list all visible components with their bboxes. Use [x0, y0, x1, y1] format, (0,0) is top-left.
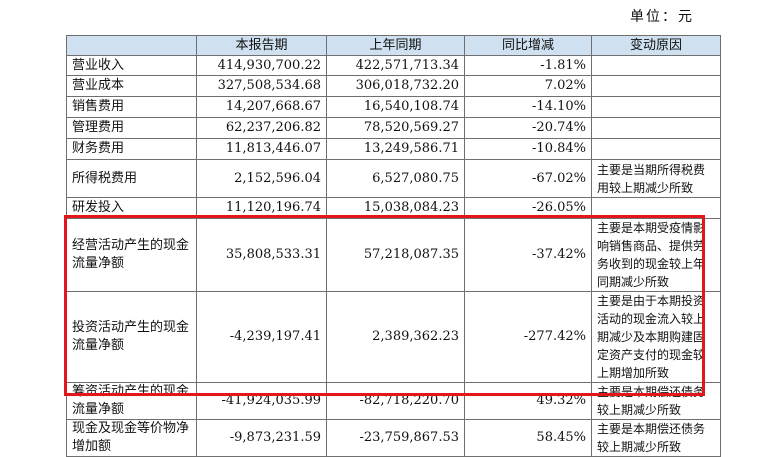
table-row: 财务费用 11,813,446.07 13,249,586.71 -10.84% — [66, 138, 721, 160]
row-change: -26.05% — [464, 197, 592, 219]
row-change: -277.42% — [464, 291, 592, 383]
row-change: -14.10% — [464, 96, 592, 118]
row-current: 11,813,446.07 — [196, 138, 327, 160]
row-item: 经营活动产生的现金流量净额 — [66, 218, 197, 292]
row-prior: 13,249,586.71 — [326, 138, 465, 160]
row-change: -37.42% — [464, 218, 592, 292]
row-change: -10.84% — [464, 138, 592, 160]
row-prior: -82,718,220.70 — [326, 382, 465, 420]
table-header-row: 本报告期 上年同期 同比增减 变动原因 — [66, 35, 721, 56]
row-current: 62,237,206.82 — [196, 117, 327, 139]
header-prior-period: 上年同期 — [326, 35, 465, 56]
row-current: 11,120,196.74 — [196, 197, 327, 219]
table-row: 营业收入 414,930,700.22 422,571,713.34 -1.81… — [66, 55, 721, 76]
unit-label: 单位：元 — [630, 9, 694, 25]
row-current: 2,152,596.04 — [196, 159, 327, 198]
header-current-period: 本报告期 — [196, 35, 327, 56]
table-row: 筹资活动产生的现金流量净额 -41,924,035.99 -82,718,220… — [66, 382, 721, 420]
row-current: 35,808,533.31 — [196, 218, 327, 292]
row-current: 414,930,700.22 — [196, 55, 327, 76]
row-item: 投资活动产生的现金流量净额 — [66, 291, 197, 383]
row-prior: 6,527,080.75 — [326, 159, 465, 198]
row-change: -1.81% — [464, 55, 592, 76]
row-current: 327,508,534.68 — [196, 75, 327, 97]
table-row: 现金及现金等价物净增加额 -9,873,231.59 -23,759,867.5… — [66, 419, 721, 457]
header-item — [66, 35, 197, 56]
row-reason — [591, 96, 721, 118]
row-reason — [591, 55, 721, 76]
table-row: 研发投入 11,120,196.74 15,038,084.23 -26.05% — [66, 197, 721, 219]
table-row: 营业成本 327,508,534.68 306,018,732.20 7.02% — [66, 75, 721, 97]
row-item: 财务费用 — [66, 138, 197, 160]
row-change: 7.02% — [464, 75, 592, 97]
row-prior: 78,520,569.27 — [326, 117, 465, 139]
row-reason: 主要是本期偿还债务较上期减少所致 — [591, 419, 721, 457]
row-item: 管理费用 — [66, 117, 197, 139]
table-row: 销售费用 14,207,668.67 16,540,108.74 -14.10% — [66, 96, 721, 118]
row-reason: 主要是由于本期投资活动的现金流入较上期减少及本期购建固定资产支付的现金较上期增加… — [591, 291, 721, 383]
row-item: 研发投入 — [66, 197, 197, 219]
table-row: 经营活动产生的现金流量净额 35,808,533.31 57,218,087.3… — [66, 218, 721, 292]
table-row: 投资活动产生的现金流量净额 -4,239,197.41 2,389,362.23… — [66, 291, 721, 383]
row-item: 筹资活动产生的现金流量净额 — [66, 382, 197, 420]
header-yoy-change: 同比增减 — [464, 35, 592, 56]
row-item: 所得税费用 — [66, 159, 197, 198]
row-change: -67.02% — [464, 159, 592, 198]
table-row: 所得税费用 2,152,596.04 6,527,080.75 -67.02% … — [66, 159, 721, 198]
row-prior: 422,571,713.34 — [326, 55, 465, 76]
header-change-reason: 变动原因 — [591, 35, 721, 56]
row-change: 58.45% — [464, 419, 592, 457]
row-change: 49.32% — [464, 382, 592, 420]
row-reason — [591, 197, 721, 219]
row-prior: -23,759,867.53 — [326, 419, 465, 457]
financial-table: 本报告期 上年同期 同比增减 变动原因 营业收入 414,930,700.22 … — [66, 35, 721, 457]
table-row: 管理费用 62,237,206.82 78,520,569.27 -20.74% — [66, 117, 721, 139]
row-reason: 主要是本期受疫情影响销售商品、提供劳务收到的现金较上年同期减少所致 — [591, 218, 721, 292]
row-change: -20.74% — [464, 117, 592, 139]
row-current: -9,873,231.59 — [196, 419, 327, 457]
row-current: -4,239,197.41 — [196, 291, 327, 383]
row-reason — [591, 117, 721, 139]
row-item: 现金及现金等价物净增加额 — [66, 419, 197, 457]
row-item: 营业成本 — [66, 75, 197, 97]
row-reason: 主要是当期所得税费用较上期减少所致 — [591, 159, 721, 198]
row-reason: 主要是本期偿还债务较上期减少所致 — [591, 382, 721, 420]
row-current: 14,207,668.67 — [196, 96, 327, 118]
row-reason — [591, 75, 721, 97]
row-prior: 57,218,087.35 — [326, 218, 465, 292]
row-current: -41,924,035.99 — [196, 382, 327, 420]
row-item: 营业收入 — [66, 55, 197, 76]
row-item: 销售费用 — [66, 96, 197, 118]
row-prior: 15,038,084.23 — [326, 197, 465, 219]
row-prior: 16,540,108.74 — [326, 96, 465, 118]
row-reason — [591, 138, 721, 160]
row-prior: 306,018,732.20 — [326, 75, 465, 97]
row-prior: 2,389,362.23 — [326, 291, 465, 383]
